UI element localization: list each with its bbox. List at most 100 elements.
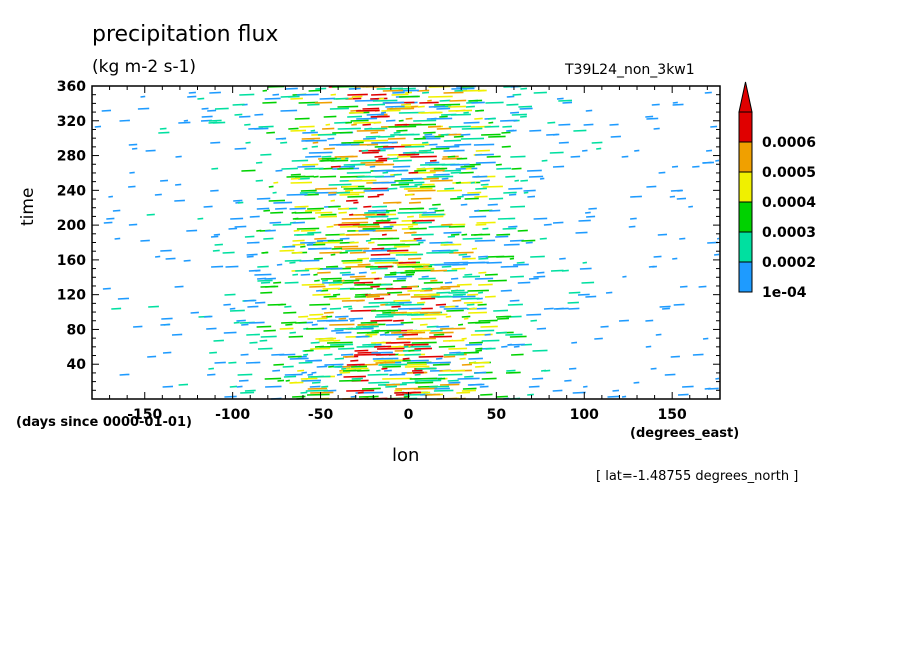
precip-streak	[356, 129, 385, 132]
precip-streak	[307, 387, 328, 390]
precip-streak	[279, 249, 295, 252]
precip-streak	[339, 237, 350, 240]
precip-streak	[414, 347, 433, 350]
precip-streak	[384, 275, 413, 278]
precip-streak	[301, 137, 321, 140]
precip-streak	[662, 307, 670, 310]
precip-streak	[349, 319, 355, 322]
precip-streak	[433, 167, 448, 170]
precip-streak	[509, 299, 520, 302]
precip-streak	[411, 331, 426, 334]
precip-streak	[393, 299, 411, 302]
precip-streak	[214, 107, 229, 110]
precip-streak	[129, 171, 135, 174]
precip-streak	[347, 115, 363, 118]
precip-streak	[460, 133, 471, 136]
y-tick-label: 120	[57, 288, 86, 304]
precip-streak	[447, 379, 459, 382]
precip-streak	[468, 311, 487, 314]
precip-streak	[450, 233, 460, 236]
precip-streak	[391, 305, 401, 308]
precip-streak	[319, 345, 345, 348]
precip-streak	[229, 307, 236, 310]
precip-streak	[345, 367, 369, 370]
precip-streak	[513, 345, 520, 348]
precip-streak	[310, 347, 331, 350]
colorbar-extend-arrow	[738, 81, 753, 113]
precip-streak	[480, 393, 493, 396]
precip-streak	[311, 371, 317, 374]
precip-streak	[260, 153, 272, 156]
precip-streak	[321, 155, 332, 158]
colorbar: 1e-04 0.0002 0.0003 0.0004 0.0005 0.0006	[738, 81, 816, 301]
precip-streak	[355, 325, 379, 328]
precip-streak	[128, 223, 138, 226]
precip-streak	[333, 339, 341, 342]
precip-streak	[350, 213, 375, 216]
precip-streak	[421, 287, 431, 290]
precip-streak	[320, 159, 329, 162]
precip-streak	[307, 231, 322, 234]
precip-streak	[508, 343, 525, 346]
precip-streak	[371, 351, 393, 354]
precip-streak	[302, 131, 318, 134]
precip-streak	[520, 87, 528, 90]
precip-streak	[332, 293, 341, 296]
precip-streak	[506, 95, 515, 98]
precip-streak	[391, 93, 409, 96]
precip-streak	[321, 307, 327, 310]
precip-streak	[399, 207, 425, 210]
precip-streak	[562, 101, 573, 104]
precip-streak	[474, 329, 495, 332]
precip-streak	[289, 261, 296, 264]
precip-streak	[418, 215, 444, 218]
precip-streak	[450, 197, 461, 200]
precip-streak	[347, 195, 364, 198]
precip-streak	[285, 323, 293, 326]
precip-streak	[530, 255, 545, 258]
precip-streak	[412, 371, 424, 374]
precip-streak	[340, 353, 354, 356]
precip-streak	[462, 255, 471, 258]
precip-streak	[338, 347, 355, 350]
precip-streak	[582, 261, 588, 264]
precip-streak	[273, 363, 284, 366]
precip-streak	[463, 317, 469, 320]
precip-streak	[304, 167, 324, 170]
precip-streak	[588, 207, 597, 210]
precip-streak	[305, 389, 329, 392]
precip-streak	[418, 277, 436, 280]
precip-streak	[307, 103, 320, 106]
precip-streak	[488, 117, 496, 120]
precip-streak	[339, 165, 356, 168]
precip-streak	[309, 313, 324, 316]
precip-streak	[435, 357, 443, 360]
precip-streak	[475, 187, 487, 190]
precip-streak	[275, 137, 287, 140]
precip-streak	[539, 177, 545, 180]
precip-streak	[452, 299, 462, 302]
precip-streak	[308, 89, 321, 92]
y-tick-label: 200	[57, 218, 86, 234]
colorbar-swatch	[738, 231, 753, 263]
precip-streak	[302, 147, 308, 150]
precip-streak	[361, 151, 379, 154]
precip-streak	[324, 363, 344, 366]
precip-streak	[503, 191, 517, 194]
precip-streak	[505, 371, 521, 374]
precip-streak	[353, 201, 359, 204]
precip-streak	[256, 325, 272, 328]
precip-streak	[370, 257, 396, 260]
precip-streak	[255, 269, 261, 272]
precip-streak	[295, 175, 315, 178]
precip-streak	[539, 237, 547, 240]
precip-streak	[292, 239, 305, 242]
precip-streak	[279, 327, 294, 330]
precip-streak	[452, 293, 466, 296]
precip-streak	[533, 217, 548, 220]
precip-streak	[263, 329, 276, 332]
precip-streak	[329, 107, 349, 110]
precip-streak	[618, 319, 629, 322]
precip-streak	[517, 281, 531, 284]
precip-streak	[240, 353, 249, 356]
